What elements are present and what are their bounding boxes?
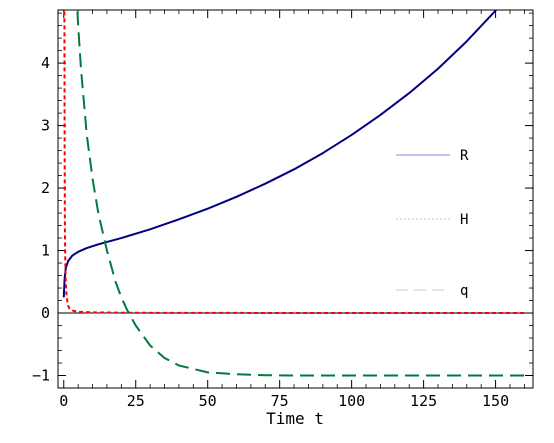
y-tick-label: 4: [41, 54, 50, 72]
series-lines: [62, 10, 525, 377]
x-tick-label: 25: [127, 392, 145, 410]
x-tick-label: 0: [59, 392, 68, 410]
legend-label-R: R: [460, 148, 469, 164]
legend-label-q: q: [460, 283, 468, 299]
y-tick-label: 0: [41, 304, 50, 322]
y-tick-label: −1: [32, 367, 50, 385]
x-tick-label: 125: [410, 392, 437, 410]
plot-frame: [57, 9, 534, 389]
series-line-R: [62, 10, 498, 298]
y-tick-label: 2: [41, 179, 50, 197]
axis-tick-labels: 0 25 50 75 100 125 150 −1 0 1 2 3 4: [32, 54, 509, 410]
x-tick-label: 75: [271, 392, 289, 410]
legend: R Hq: [396, 148, 469, 299]
y-tick-label: 1: [41, 242, 50, 260]
x-tick-label: 100: [338, 392, 365, 410]
series-line-q: [76, 10, 525, 377]
x-tick-label: 50: [199, 392, 217, 410]
x-tick-label: 150: [482, 392, 509, 410]
x-axis-title: Time t: [266, 409, 324, 428]
legend-label-H: H: [460, 212, 468, 228]
y-tick-label: 3: [41, 117, 50, 135]
series-line-H: [63, 10, 525, 315]
axis-ticks: [58, 10, 533, 389]
